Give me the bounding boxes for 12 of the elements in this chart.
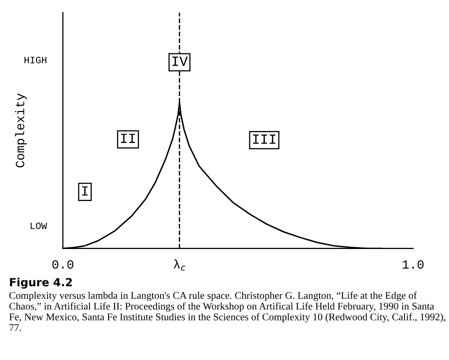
x-tick-label: 1.0 <box>402 260 424 269</box>
y-axis-title: Complexity <box>15 93 27 168</box>
x-tick-label: 0.0 <box>52 260 74 269</box>
text: HIGH <box>24 56 46 64</box>
annotation: IV <box>172 56 188 66</box>
text: LOW <box>30 222 48 230</box>
text: Complexity versus lambda in Langton's CA rule space. Christopher G. Langton, “Life at the Edge of Chaos,” in Artificial Life II: Proceedings of the Workshop on Artifical Life Held February, 1990 in Santa Fe, New Mexico, Santa Fe Institute Studies in the Sciences of Complexity 10 (Redwood City, Calif., 1992), 77. <box>9 292 446 332</box>
x-tick-label: λ$_{c}$ <box>174 259 186 271</box>
text: Figure 4.2 <box>10 278 72 289</box>
annotation: II <box>121 134 135 143</box>
annotation: I <box>82 186 88 196</box>
annotation: III <box>253 134 276 144</box>
